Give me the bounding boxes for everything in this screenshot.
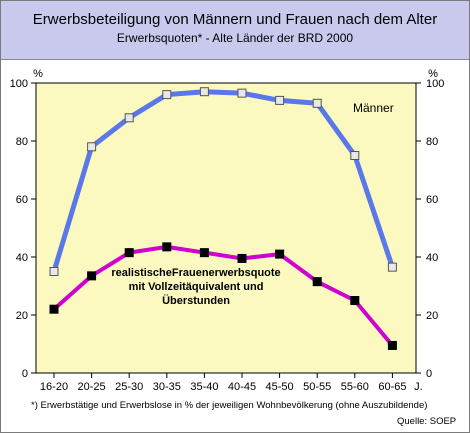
data-point-women	[87, 271, 97, 281]
x-tick-label: 25-30	[115, 381, 143, 393]
y-unit-right: %	[428, 68, 438, 80]
data-point-men	[124, 113, 134, 123]
axes: 0 0 20 20 40 40 60 60 80 80 100 100% % 16-20 20-25 25-3…	[10, 68, 445, 393]
data-point-men	[312, 98, 322, 108]
x-tick-label: 55-60	[341, 381, 369, 393]
y-tick-label-right: 80	[426, 136, 438, 148]
series-labels: Männer realistischeFrauenerwerbsquote mit …	[111, 101, 393, 307]
y-tick-label-right: 100	[426, 78, 444, 90]
y-tick-label-right: 20	[426, 310, 438, 322]
x-unit-label: J.	[414, 381, 423, 393]
data-point-men	[199, 87, 209, 97]
series-label-women-line: mit Vollzeitäquivalent und	[129, 281, 264, 293]
x-tick-label: 20-25	[78, 381, 106, 393]
x-tick-label: 60-65	[378, 381, 406, 393]
data-point-men	[237, 88, 247, 98]
y-tick-label-left: 60	[16, 194, 28, 206]
y-tick-label-left: 100	[10, 78, 28, 90]
data-point-women	[387, 340, 397, 350]
series-label-women: realistischeFrauenerwerbsquote mit Vollze…	[111, 267, 280, 307]
y-tick-label-left: 80	[16, 136, 28, 148]
chart-title: Erwerbsbeteiligung von Männern und Fraue…	[32, 11, 438, 28]
y-tick-label-right: 60	[426, 194, 438, 206]
data-point-men	[49, 267, 59, 276]
series-line-women	[52, 244, 394, 347]
series-line-men	[51, 89, 395, 273]
plot-area	[35, 82, 417, 374]
y-unit-left: %	[33, 68, 43, 80]
x-tick-label: 50-55	[303, 381, 331, 393]
series-markers	[49, 87, 397, 350]
data-point-men	[162, 90, 172, 100]
x-tick-label: 45-50	[266, 381, 294, 393]
chart-header: Erwerbsbeteiligung von Männern und Fraue…	[1, 1, 469, 60]
data-point-women	[275, 249, 285, 259]
source-note: Quelle: SOEP	[397, 416, 457, 427]
footnote: *) Erwerbstätige und Erwerbslose in % de…	[31, 400, 428, 411]
x-tick-label: 16-20	[40, 381, 68, 393]
data-point-women	[199, 248, 209, 258]
chart-subtitle: Erwerbsquoten* - Alte Länder der BRD 200…	[116, 31, 354, 45]
y-tick-label-left: 40	[16, 252, 28, 264]
y-tick-label-right: 40	[426, 252, 438, 264]
x-tick-label: 35-40	[190, 381, 218, 393]
data-point-women	[49, 304, 59, 314]
y-tick-label-right: 0	[426, 368, 432, 380]
series-lines	[51, 89, 395, 347]
data-point-women	[350, 296, 360, 305]
data-point-men	[387, 262, 397, 272]
data-point-women	[237, 253, 247, 263]
series-label-women-line: Überstunden	[162, 294, 230, 307]
data-point-men	[275, 95, 285, 105]
y-tick-label-left: 20	[16, 310, 28, 322]
y-tick-label-left: 0	[22, 368, 28, 380]
data-point-men	[350, 151, 360, 160]
data-point-women	[312, 277, 322, 287]
data-point-women	[124, 248, 134, 258]
data-point-men	[87, 142, 97, 152]
series-label-men: Männer	[353, 101, 394, 115]
x-tick-label: 30-35	[153, 381, 181, 393]
x-tick-label: 40-45	[228, 381, 256, 393]
data-point-women	[162, 242, 172, 252]
series-label-women-line: realistischeFrauenerwerbsquote	[111, 267, 280, 279]
